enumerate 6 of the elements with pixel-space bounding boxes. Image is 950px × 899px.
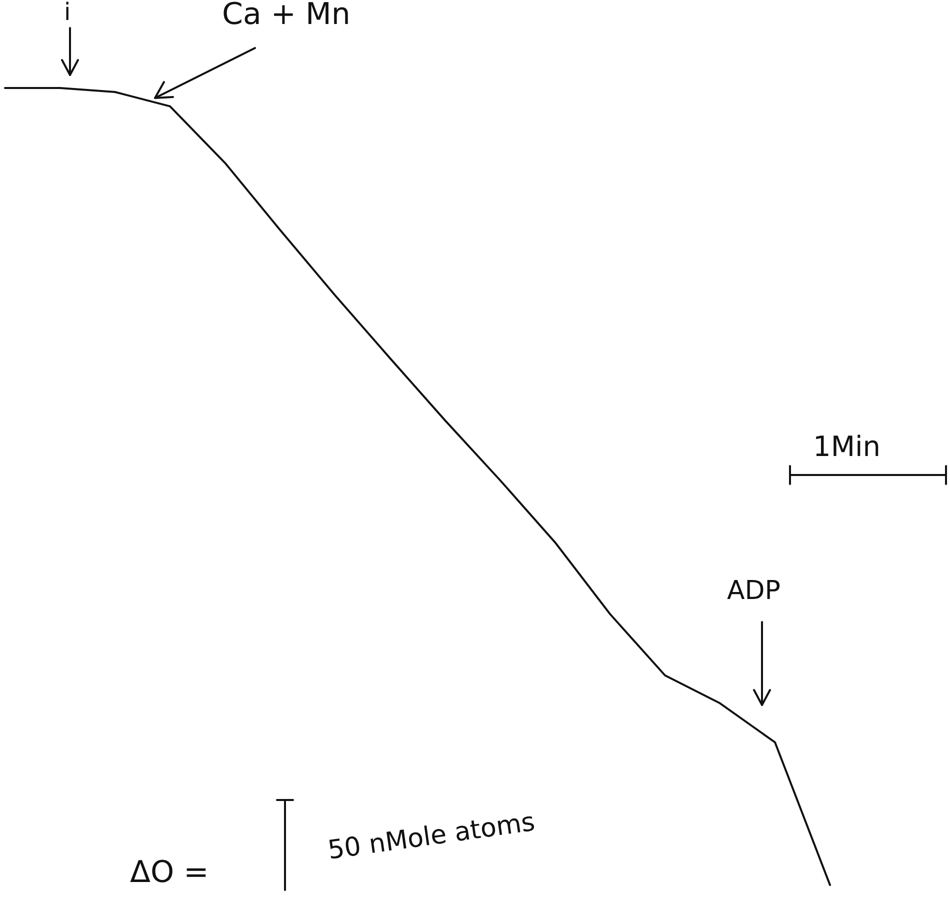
annotation: 1Min	[813, 430, 880, 463]
annotation: ADP	[727, 576, 780, 606]
annotation: 50 nMole atoms	[326, 807, 537, 866]
text: Ca + Mn	[222, 0, 350, 32]
annotation: ΔO =	[130, 855, 209, 890]
text: i	[64, 0, 71, 26]
